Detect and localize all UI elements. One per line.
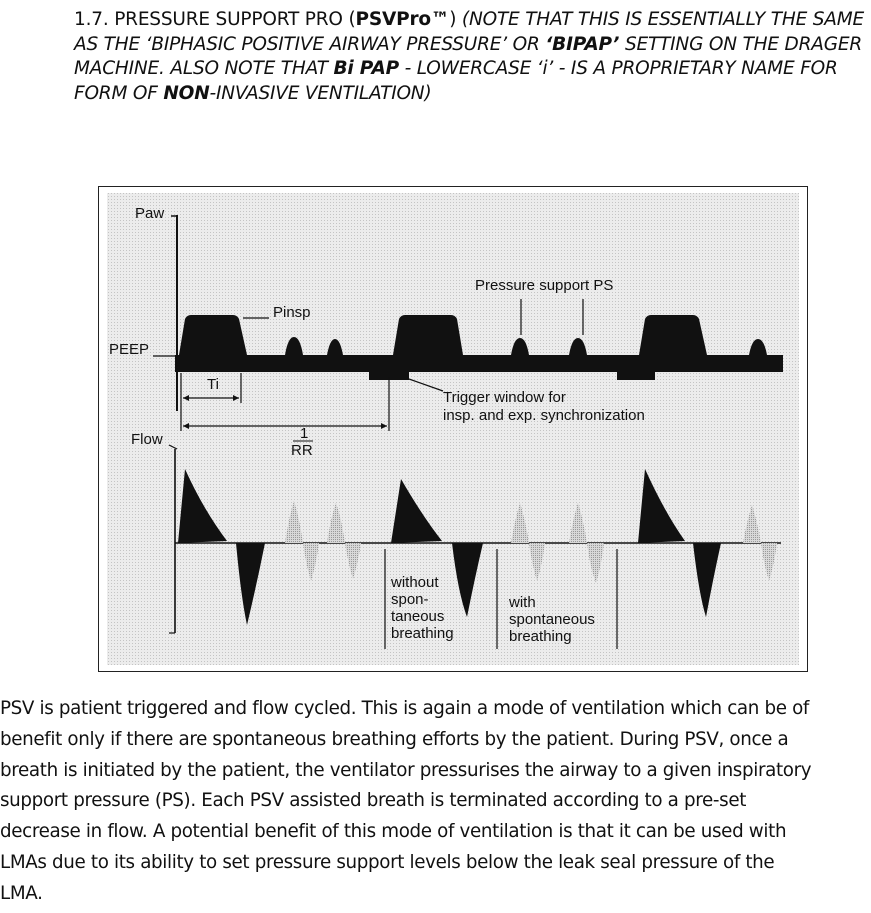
note-open: ( [461, 9, 469, 30]
flow-label: Flow [131, 431, 163, 448]
ti-label: Ti [207, 376, 219, 393]
note-part4: -INVASIVE VENTILATION) [209, 82, 432, 104]
note-part3: - LOWERCASE ‘i’ - IS A PROPRIETARY NAME … [74, 58, 838, 104]
flow-spont-exp-1 [303, 543, 319, 581]
psv-waveform-figure: Paw PEEP Pinsp Pressure support PS Ti [98, 186, 808, 672]
body-line: benefit only if there are spontaneous br… [0, 728, 789, 750]
figure-background [107, 193, 799, 665]
body-line: LMA. [0, 882, 43, 904]
flow-spont-insp-5 [743, 505, 761, 543]
note-non: NON [163, 82, 210, 104]
rr-numerator: 1 [300, 425, 308, 442]
flow-spont-exp-3 [529, 543, 545, 581]
flow-exp-2 [452, 543, 483, 617]
flow-exp-1 [236, 543, 265, 625]
pressure-breath-3 [639, 315, 707, 355]
flow-insp-3 [638, 469, 685, 543]
body-line: decrease in flow. A potential benefit of… [0, 821, 787, 843]
section-title: PRESSURE SUPPORT PRO ( [114, 9, 356, 30]
flow-spont-insp-4 [569, 503, 587, 543]
rr-denominator: RR [291, 442, 313, 459]
trigger-window-1 [369, 371, 409, 380]
flow-spont-insp-2 [327, 503, 345, 543]
without-label-3: taneous [391, 608, 444, 625]
waveform-diagram: Paw PEEP Pinsp Pressure support PS Ti [107, 193, 799, 665]
trigger-label-1: Trigger window for [443, 389, 566, 406]
pressure-breath-2 [393, 315, 463, 355]
flow-spont-exp-5 [761, 543, 777, 581]
paw-label: Paw [135, 205, 164, 222]
note-bipap2: Bi PAP [333, 58, 400, 79]
body-line: LMAs due to its ability to set pressure … [0, 851, 775, 873]
pressure-bump-3 [511, 338, 529, 355]
flow-insp-2 [391, 479, 442, 543]
body-line: support pressure (PS). Each PSV assisted… [0, 790, 747, 812]
with-label-3: breathing [509, 628, 572, 645]
without-label-1: without [390, 574, 439, 591]
flow-exp-3 [693, 543, 721, 617]
pressure-bump-4 [569, 338, 587, 355]
section-heading: 1.7. PRESSURE SUPPORT PRO (PSVPro™) (NOT… [74, 8, 864, 106]
note-part2: SETTING ON THE DRAGER MACHINE. ALSO NOTE… [74, 33, 862, 80]
peep-label: PEEP [109, 341, 149, 358]
trigger-label-2: insp. and exp. synchronization [443, 407, 645, 424]
section-number: 1.7. [74, 9, 109, 30]
note-part1: NOTE THAT THIS IS ESSENTIALLY THE SAME A… [74, 9, 864, 55]
pressure-bump-5 [749, 339, 767, 355]
pressure-bump-1 [285, 337, 303, 355]
flow-spont-insp-1 [285, 501, 303, 543]
with-label-2: spontaneous [509, 611, 595, 628]
section-title-close: ) [449, 9, 457, 30]
without-label-4: breathing [391, 625, 454, 642]
pinsp-label: Pinsp [273, 304, 311, 321]
without-label-2: spon- [391, 591, 429, 608]
body-paragraph: PSV is patient triggered and flow cycled… [0, 694, 868, 910]
body-line: PSV is patient triggered and flow cycled… [0, 698, 809, 719]
section-note: (NOTE THAT THIS IS ESSENTIALLY THE SAME … [74, 9, 864, 104]
pressure-bump-2 [327, 339, 343, 355]
body-line: breath is initiated by the patient, the … [0, 759, 812, 781]
flow-insp-1 [178, 469, 227, 543]
flow-spont-exp-4 [587, 543, 604, 583]
note-bipap: ‘BIPAP’ [545, 33, 620, 55]
with-label-1: with [508, 594, 536, 611]
section-abbr: PSVPro™ [355, 9, 450, 30]
pressure-baseline [175, 355, 783, 372]
trigger-window-2 [617, 371, 655, 380]
pressure-breath-1 [179, 315, 247, 355]
pressure-support-label: Pressure support PS [475, 277, 613, 294]
flow-spont-insp-3 [511, 503, 529, 543]
flow-spont-exp-2 [345, 543, 361, 579]
